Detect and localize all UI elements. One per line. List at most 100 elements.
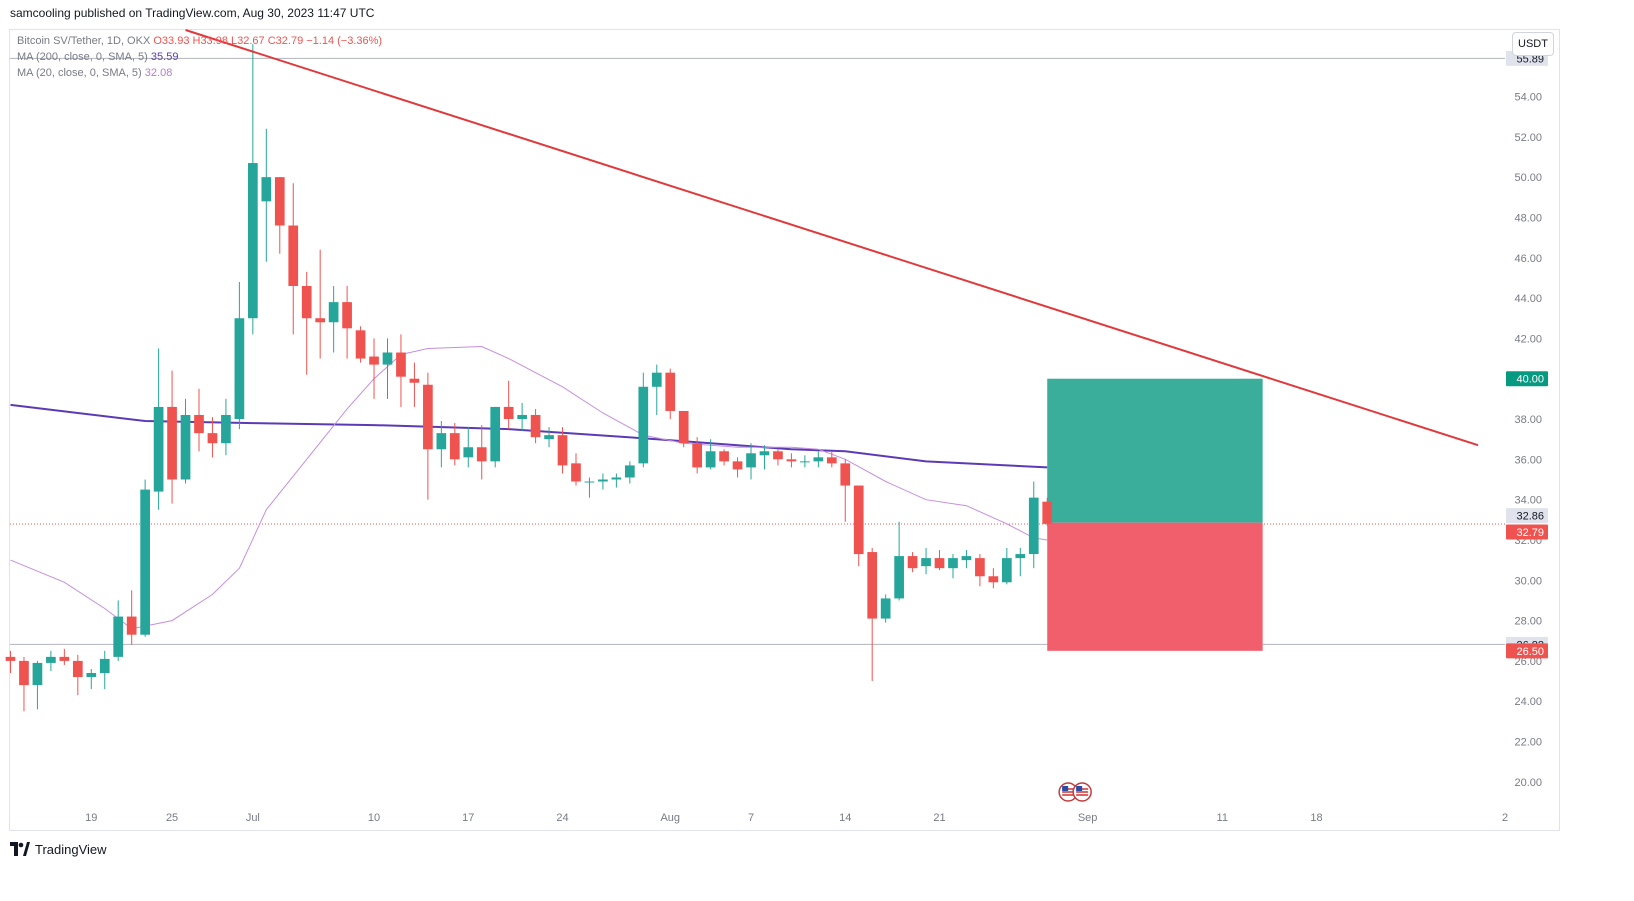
candle[interactable] <box>665 368 676 420</box>
candle[interactable] <box>705 439 716 470</box>
candle[interactable] <box>813 451 824 468</box>
candle[interactable] <box>261 128 272 262</box>
price-label[interactable]: 32.79 <box>1506 524 1548 540</box>
candle[interactable] <box>732 457 743 478</box>
ma200-path[interactable] <box>10 403 1048 469</box>
candle[interactable] <box>571 453 581 486</box>
candle[interactable] <box>503 380 514 430</box>
candle[interactable] <box>436 421 447 468</box>
candle[interactable] <box>463 427 474 468</box>
legend-ma20-row[interactable]: MA (20, close, 0, SMA, 5) 32.08 <box>17 65 382 81</box>
candle[interactable] <box>355 326 366 363</box>
publisher-line: samcooling published on TradingView.com,… <box>10 6 375 20</box>
candle[interactable] <box>948 554 958 579</box>
candle[interactable] <box>180 398 191 484</box>
candle[interactable] <box>517 402 527 432</box>
candle[interactable] <box>126 590 137 645</box>
candle[interactable] <box>342 285 352 359</box>
candle[interactable] <box>5 650 16 673</box>
candle[interactable] <box>153 348 164 510</box>
candle[interactable] <box>988 568 999 589</box>
candle[interactable] <box>113 600 124 661</box>
candle[interactable] <box>369 338 379 399</box>
candle[interactable] <box>59 648 70 665</box>
footer-brand[interactable]: TradingView <box>10 840 107 858</box>
candle[interactable] <box>759 445 770 470</box>
currency-button[interactable]: USDT <box>1512 32 1554 56</box>
us-flag-icon[interactable] <box>1058 782 1078 802</box>
stop-zone[interactable] <box>1047 522 1263 651</box>
candle[interactable] <box>786 453 797 468</box>
candle[interactable] <box>221 398 231 456</box>
candle[interactable] <box>207 417 218 458</box>
candle[interactable] <box>423 372 433 500</box>
candle[interactable] <box>598 473 608 490</box>
candle[interactable] <box>490 406 501 468</box>
trendline-segment[interactable] <box>185 29 1479 447</box>
candle[interactable] <box>19 656 29 712</box>
candle[interactable] <box>719 449 729 466</box>
candle[interactable] <box>880 594 891 623</box>
candle[interactable] <box>638 372 649 468</box>
candle[interactable] <box>853 485 864 567</box>
candle[interactable] <box>1001 548 1012 585</box>
candle[interactable] <box>32 660 43 710</box>
candle[interactable] <box>840 459 851 522</box>
candle[interactable] <box>584 477 595 498</box>
candle[interactable] <box>288 183 299 335</box>
candle-body <box>342 302 352 329</box>
candle[interactable] <box>315 249 326 359</box>
candle[interactable] <box>46 650 56 671</box>
candle[interactable] <box>1015 548 1026 577</box>
candle[interactable] <box>1042 497 1053 526</box>
candle[interactable] <box>1028 481 1039 569</box>
candle[interactable] <box>328 285 339 353</box>
candle[interactable] <box>867 548 878 682</box>
candle[interactable] <box>234 281 245 430</box>
candle[interactable] <box>961 550 972 569</box>
candle[interactable] <box>99 650 110 690</box>
candle[interactable] <box>826 451 837 468</box>
candle[interactable] <box>921 548 931 575</box>
candle[interactable] <box>476 425 487 480</box>
candle[interactable] <box>396 334 406 407</box>
candle[interactable] <box>692 437 703 474</box>
candle[interactable] <box>557 427 568 474</box>
candle[interactable] <box>894 521 904 601</box>
candle[interactable] <box>975 554 985 587</box>
us-flag-icon[interactable] <box>1072 782 1092 802</box>
candle[interactable] <box>72 654 83 696</box>
candle[interactable] <box>409 362 420 407</box>
candle[interactable] <box>934 550 945 571</box>
candle[interactable] <box>678 410 689 448</box>
candle-body <box>436 433 447 450</box>
candle[interactable] <box>611 473 622 488</box>
candle[interactable] <box>773 449 783 466</box>
candle[interactable] <box>624 461 635 484</box>
price-label[interactable]: 40.00 <box>1506 371 1548 387</box>
price-label[interactable]: 32.86 <box>1506 508 1548 524</box>
candle[interactable] <box>382 338 393 399</box>
candle[interactable] <box>907 552 918 573</box>
candle[interactable] <box>274 177 285 254</box>
candle[interactable] <box>194 388 204 452</box>
price-label[interactable]: 26.50 <box>1506 643 1548 659</box>
candle[interactable] <box>301 271 312 375</box>
candle[interactable] <box>746 443 756 480</box>
legend-ma200-row[interactable]: MA (200, close, 0, SMA, 5) 35.59 <box>17 49 382 65</box>
candle[interactable] <box>140 479 150 637</box>
candle[interactable] <box>167 370 177 504</box>
x-tick-label: 11 <box>1217 812 1228 824</box>
candle-body <box>746 453 756 468</box>
candle[interactable] <box>800 455 810 468</box>
candle[interactable] <box>248 44 258 335</box>
legend-symbol-row[interactable]: Bitcoin SV/Tether, 1D, OKX O33.93 H33.98… <box>17 33 382 49</box>
candle[interactable] <box>86 668 97 690</box>
candle[interactable] <box>449 423 460 466</box>
candle[interactable] <box>544 427 554 448</box>
candle[interactable] <box>530 408 541 444</box>
target-zone[interactable] <box>1047 378 1263 523</box>
ma20-path[interactable] <box>10 345 1048 630</box>
candle[interactable] <box>651 364 662 415</box>
